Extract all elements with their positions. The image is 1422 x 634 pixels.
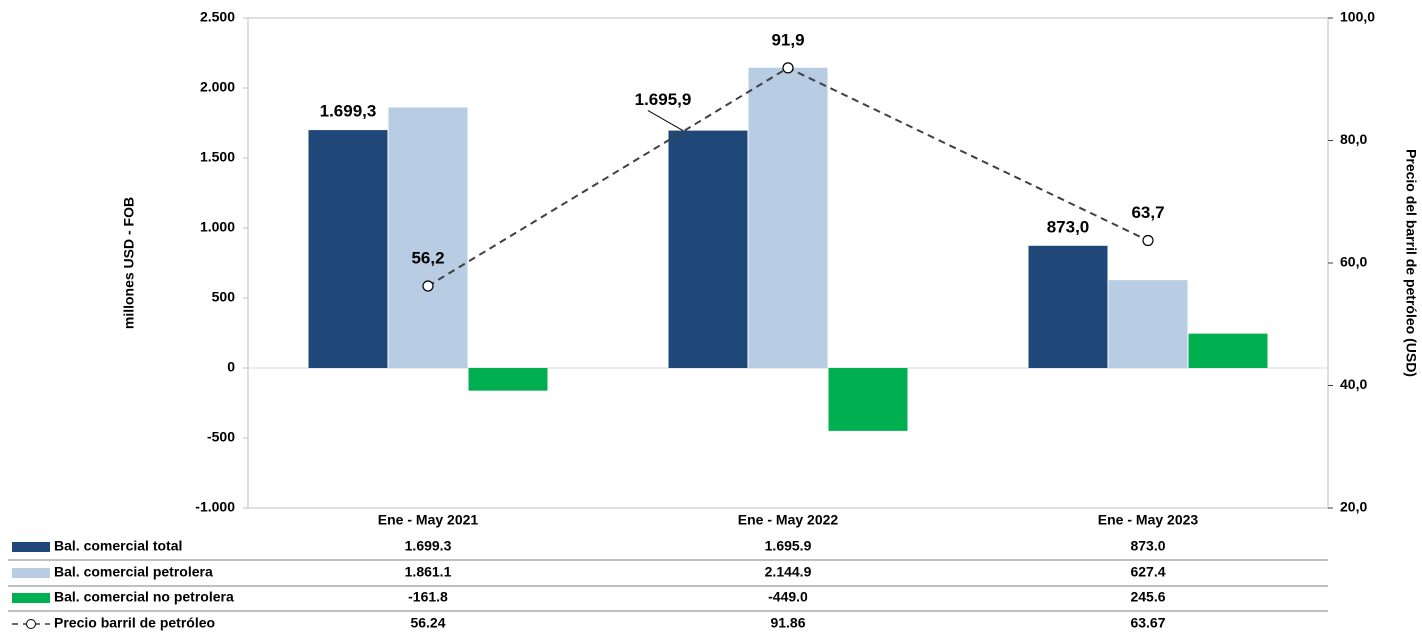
- table-cell: 627.4: [1130, 564, 1165, 580]
- table-cell: 1.861.1: [405, 564, 452, 580]
- legend-label: Precio barril de petróleo: [54, 615, 215, 631]
- y-tick-label: 1.000: [200, 219, 235, 235]
- data-label: 1.695,9: [635, 90, 692, 109]
- table-cell: 63.67: [1130, 615, 1165, 631]
- y-tick-label: 0: [227, 359, 235, 375]
- bar: [388, 107, 468, 369]
- legend-swatch: [12, 593, 50, 603]
- bar: [748, 67, 828, 369]
- data-label: 91,9: [771, 30, 804, 49]
- bar: [468, 368, 548, 391]
- table-cell: -449.0: [768, 589, 808, 605]
- legend-swatch: [12, 542, 50, 552]
- line-marker: [782, 62, 794, 74]
- y-tick-label: -500: [207, 429, 235, 445]
- legend-swatch: [26, 619, 36, 629]
- y2-tick-label: 80,0: [1340, 131, 1367, 147]
- data-label: 63,7: [1131, 203, 1164, 222]
- table-cell: 56.24: [410, 615, 445, 631]
- bar: [668, 130, 748, 368]
- data-label: 56,2: [411, 249, 444, 268]
- bar: [1028, 245, 1108, 368]
- x-tick-label: Ene - May 2022: [738, 512, 839, 528]
- x-tick-label: Ene - May 2023: [1098, 512, 1199, 528]
- table-cell: 91.86: [770, 615, 805, 631]
- x-tick-label: Ene - May 2021: [378, 512, 479, 528]
- y2-tick-label: 60,0: [1340, 254, 1367, 270]
- table-cell: 245.6: [1130, 589, 1165, 605]
- y-tick-label: 1.500: [200, 149, 235, 165]
- y2-tick-label: 100,0: [1340, 9, 1375, 25]
- bar: [1108, 280, 1188, 368]
- leader-line: [647, 110, 684, 132]
- bar: [1188, 333, 1268, 368]
- legend-swatch: [12, 568, 50, 578]
- legend-label: Bal. comercial no petrolera: [54, 589, 234, 605]
- table-cell: -161.8: [408, 589, 448, 605]
- table-cell: 2.144.9: [765, 564, 812, 580]
- y-tick-label: 500: [212, 289, 236, 305]
- table-cell: 1.699.3: [405, 538, 452, 554]
- table-cell: 873.0: [1130, 538, 1165, 554]
- bar: [308, 130, 388, 368]
- legend-label: Bal. comercial total: [54, 538, 182, 554]
- table-cell: 1.695.9: [765, 538, 812, 554]
- y-tick-label: -1.000: [195, 499, 235, 515]
- line-marker: [422, 280, 434, 292]
- line-marker: [1142, 234, 1154, 247]
- data-label: 1.699,3: [320, 102, 377, 121]
- y2-axis-title: Precio del barril de petróleo (USD): [1403, 149, 1419, 377]
- legend-label: Bal. comercial petrolera: [54, 564, 213, 580]
- y2-tick-label: 40,0: [1340, 376, 1367, 392]
- bar: [828, 368, 908, 431]
- y-axis-title: millones USD - FOB: [121, 197, 137, 329]
- y-tick-label: 2.500: [200, 9, 235, 25]
- data-label: 873,0: [1047, 217, 1090, 236]
- y2-tick-label: 20,0: [1340, 499, 1367, 515]
- y-tick-label: 2.000: [200, 79, 235, 95]
